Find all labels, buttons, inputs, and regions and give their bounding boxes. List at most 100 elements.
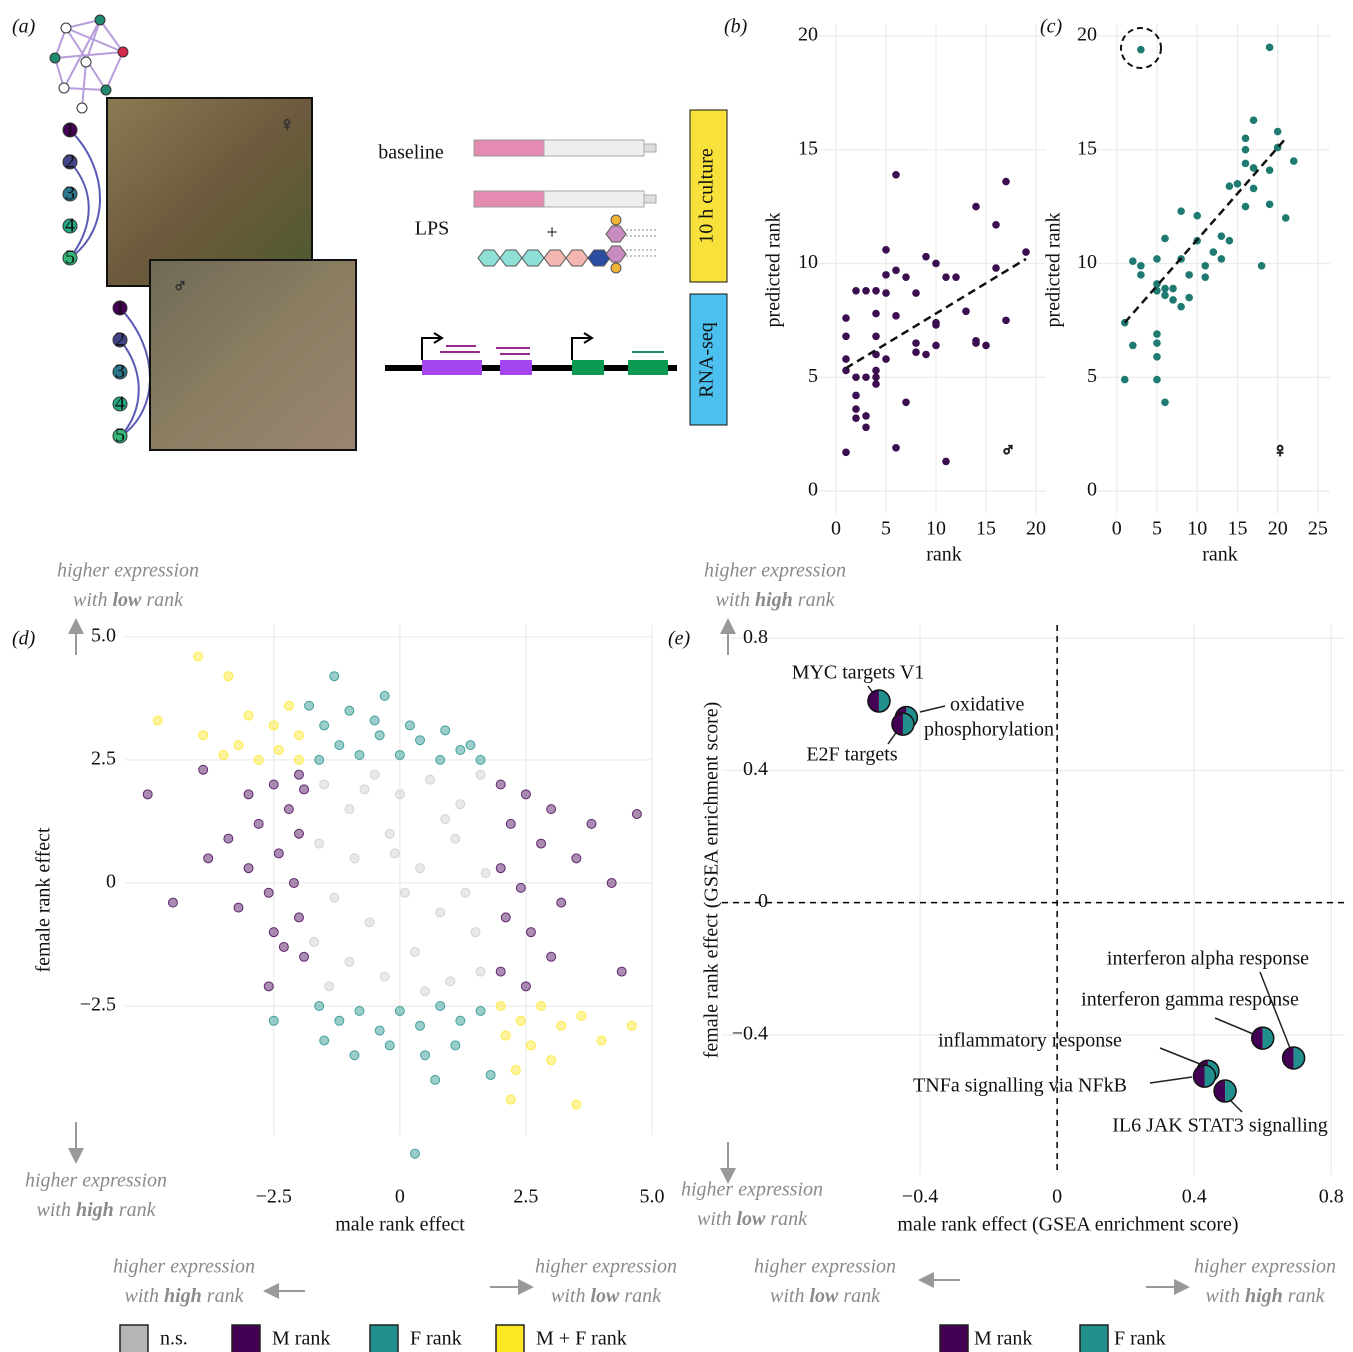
point xyxy=(912,348,920,357)
panel-a: (a) 1 2 3 4 5 1 2 3 4 5 ♀ ♂ baseline LPS + xyxy=(12,14,728,451)
point xyxy=(293,730,304,741)
annotation-part: rank xyxy=(141,589,184,611)
x-tick-label: 5 xyxy=(1152,518,1162,540)
leader-line xyxy=(1229,1099,1243,1113)
point xyxy=(450,1040,461,1051)
x-tick-label: −0.4 xyxy=(902,1186,938,1208)
point xyxy=(455,799,466,810)
point xyxy=(243,710,254,721)
point xyxy=(500,912,511,923)
point xyxy=(842,448,850,457)
culture-box xyxy=(689,109,728,283)
y-tick-label: 10 xyxy=(798,251,818,273)
point xyxy=(379,690,390,701)
point xyxy=(536,838,547,849)
x-tick-label: 0.8 xyxy=(1319,1186,1344,1208)
rank-number: 4 xyxy=(115,393,125,415)
point xyxy=(515,882,526,893)
y-tick-label: 0.8 xyxy=(743,626,768,648)
rank-number: 4 xyxy=(65,215,75,237)
point xyxy=(1153,352,1161,361)
point xyxy=(536,1001,547,1012)
rank-number: 1 xyxy=(65,119,75,141)
x-axis-title: male rank effect xyxy=(335,1214,465,1236)
rank-number: 3 xyxy=(65,183,75,205)
point xyxy=(399,887,410,898)
point xyxy=(546,804,557,815)
point xyxy=(319,1035,330,1046)
y-tick-label: −2.5 xyxy=(80,994,116,1016)
point xyxy=(369,715,380,726)
network xyxy=(54,19,124,109)
point xyxy=(1249,184,1258,193)
point xyxy=(1201,261,1210,270)
point xyxy=(344,705,355,716)
legend-swatch xyxy=(1079,1324,1109,1352)
x-axis-title: male rank effect (GSEA enrichment score) xyxy=(897,1214,1238,1236)
point xyxy=(243,863,254,874)
leader-line xyxy=(1259,971,1291,1049)
point xyxy=(872,373,880,382)
x-tick-label: 2.5 xyxy=(513,1186,538,1208)
point xyxy=(586,818,597,829)
annotation-part: rank xyxy=(114,1199,157,1221)
point-outline xyxy=(1251,1026,1275,1050)
rank-node xyxy=(62,122,78,138)
annotation-part: low xyxy=(112,589,142,611)
point xyxy=(319,720,330,731)
point xyxy=(293,912,304,923)
point xyxy=(404,720,415,731)
point xyxy=(218,749,229,760)
point xyxy=(952,273,960,281)
point xyxy=(1137,271,1145,279)
point xyxy=(546,951,557,962)
point xyxy=(329,671,340,682)
point xyxy=(872,332,880,341)
point xyxy=(862,286,870,295)
lps-label: LPS xyxy=(415,218,449,240)
x-tick-label: 5 xyxy=(881,518,891,540)
point xyxy=(1002,316,1010,325)
point xyxy=(1169,284,1177,293)
annotation: with high rank xyxy=(716,589,836,611)
point xyxy=(198,764,209,775)
chart: (e) −0.4 0 0.4 0.8 −0.4 0 0.4 0.8 male rank effec… xyxy=(668,560,1345,1352)
point xyxy=(1281,214,1290,222)
point xyxy=(1177,302,1185,311)
annotation-part: with xyxy=(37,1199,76,1221)
leader-line xyxy=(1159,1047,1201,1065)
annotation-part: rank xyxy=(1283,1285,1326,1307)
point xyxy=(882,246,890,254)
point xyxy=(1225,236,1234,245)
point-half-m xyxy=(1193,1065,1205,1088)
legend-swatch xyxy=(231,1324,261,1352)
point xyxy=(495,966,506,977)
point xyxy=(1120,375,1129,384)
point xyxy=(1137,261,1145,270)
point xyxy=(349,1050,360,1061)
point xyxy=(1161,291,1169,300)
point xyxy=(425,774,436,785)
rank-number: 1 xyxy=(115,297,125,319)
point xyxy=(193,651,204,662)
point xyxy=(455,1015,466,1026)
rank-number: 2 xyxy=(65,151,75,173)
point xyxy=(480,868,491,879)
annotation-part: with xyxy=(73,589,112,611)
point xyxy=(167,897,178,908)
point xyxy=(892,170,900,179)
rank-node xyxy=(112,300,128,316)
point xyxy=(485,1069,496,1080)
legend-swatch xyxy=(939,1324,969,1352)
x-tick-label: 10 xyxy=(926,518,946,540)
point xyxy=(379,971,390,982)
point xyxy=(233,902,244,913)
legend-label: M rank xyxy=(974,1328,1032,1350)
point-half-m xyxy=(1251,1027,1263,1050)
point xyxy=(374,1025,385,1036)
point-label: inflammatory response xyxy=(938,1030,1122,1052)
point xyxy=(475,966,486,977)
point xyxy=(283,700,294,711)
point xyxy=(1161,234,1169,243)
x-tick-label: 20 xyxy=(1026,518,1046,540)
